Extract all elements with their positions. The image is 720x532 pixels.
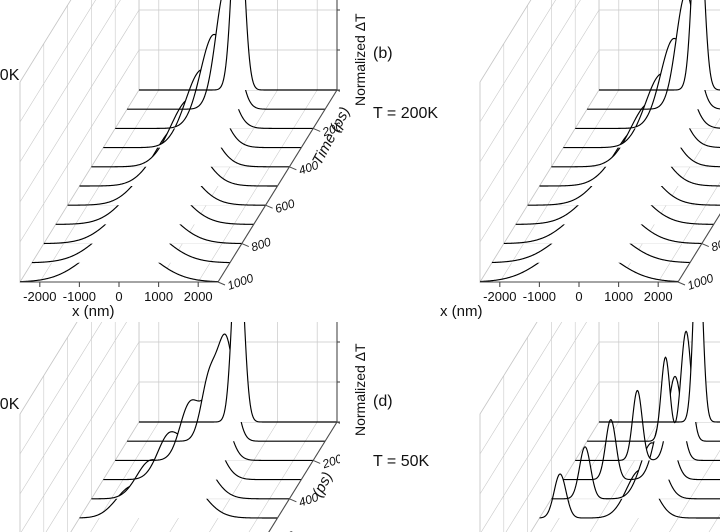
panel-b-tag: (b) bbox=[373, 45, 393, 62]
svg-text:0: 0 bbox=[115, 289, 122, 304]
panel-d-temperature: T = 50K bbox=[373, 453, 430, 470]
svg-text:1000: 1000 bbox=[225, 271, 255, 293]
panel-c-label: 100K bbox=[0, 355, 19, 455]
panel-c-zlabel: Normalized ΔT bbox=[352, 343, 368, 436]
panel-a-zlabel: Normalized ΔT bbox=[352, 13, 368, 106]
svg-text:600: 600 bbox=[273, 528, 297, 532]
panel-a-xlabel: x (nm) bbox=[72, 303, 115, 320]
svg-text:400: 400 bbox=[297, 490, 321, 510]
svg-text:-1000: -1000 bbox=[523, 289, 556, 304]
svg-text:1000: 1000 bbox=[685, 271, 715, 293]
panel-a-plot: -2000-1000010002000020040060080010000.00… bbox=[19, 0, 340, 304]
svg-text:1000: 1000 bbox=[144, 289, 173, 304]
svg-text:-2000: -2000 bbox=[483, 289, 516, 304]
panel-b: -2000-100001000200002004006008001000 bbox=[370, 0, 720, 320]
panel-b-xlabel: x (nm) bbox=[440, 303, 483, 320]
panel-d-label: (d) T = 50K bbox=[373, 352, 429, 512]
panel-b-temperature: T = 200K bbox=[373, 105, 439, 122]
svg-text:-1000: -1000 bbox=[63, 289, 96, 304]
panel-a-label: 300K bbox=[0, 26, 19, 126]
svg-text:200: 200 bbox=[320, 451, 340, 471]
panel-b-plot: -2000-100001000200002004006008001000 bbox=[479, 0, 720, 304]
svg-text:800: 800 bbox=[249, 235, 273, 255]
svg-text:2000: 2000 bbox=[644, 289, 673, 304]
svg-text:-2000: -2000 bbox=[23, 289, 56, 304]
svg-text:1000: 1000 bbox=[604, 289, 633, 304]
svg-text:2000: 2000 bbox=[184, 289, 213, 304]
svg-text:800: 800 bbox=[709, 235, 720, 255]
panel-a-temperature: 300K bbox=[0, 67, 20, 84]
panel-d-tag: (d) bbox=[373, 393, 393, 410]
panel-a: -2000-1000010002000020040060080010000.00… bbox=[0, 0, 340, 320]
svg-text:600: 600 bbox=[273, 196, 297, 216]
svg-text:0: 0 bbox=[575, 289, 582, 304]
svg-text:400: 400 bbox=[297, 158, 321, 178]
panel-c-temperature: 100K bbox=[0, 396, 20, 413]
svg-text:200: 200 bbox=[320, 119, 340, 139]
panel-b-label: (b) T = 200K bbox=[373, 4, 438, 164]
